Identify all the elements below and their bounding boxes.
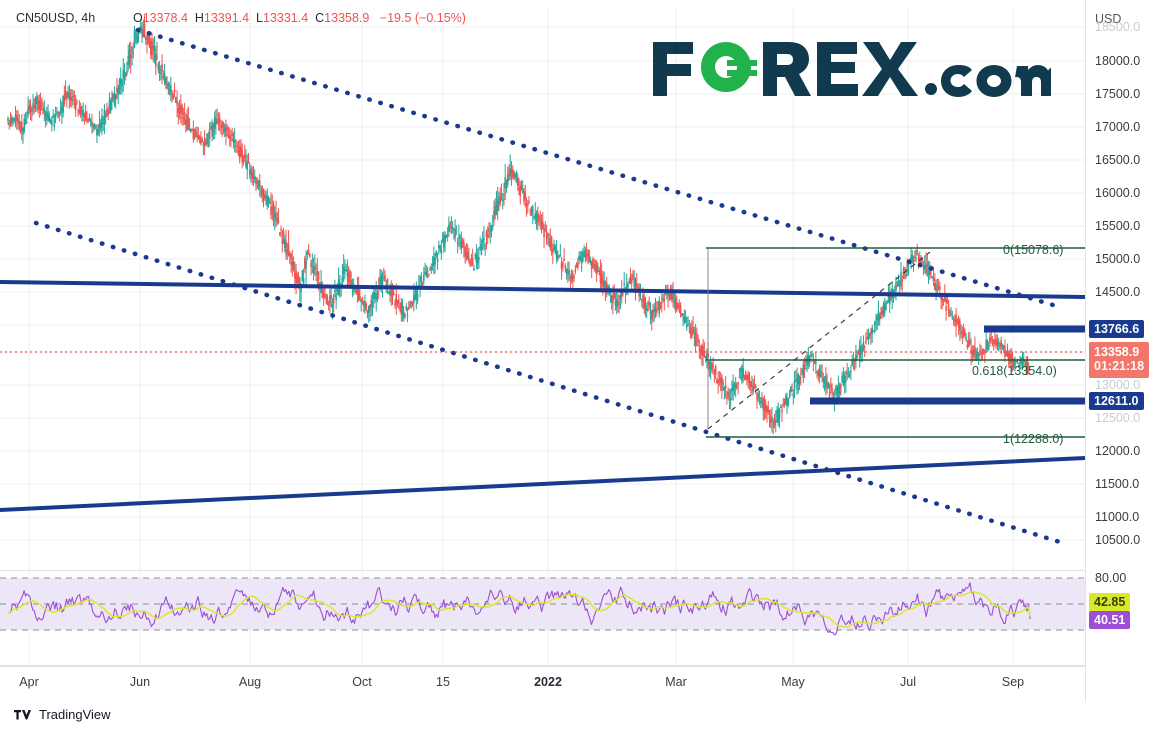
price-tick-label: 16500.0 xyxy=(1095,153,1141,167)
high-label: H xyxy=(194,11,204,25)
price-tick-label: 17000.0 xyxy=(1095,120,1141,134)
price-tick-label: 18500.0 xyxy=(1095,20,1141,34)
rsi-indicator-pane[interactable] xyxy=(0,572,1085,664)
price-axis[interactable]: USD 18500.0 18000.0 17500.0 17000.0 16500.0 1… xyxy=(1085,0,1172,702)
time-tick-label: Jun xyxy=(129,675,151,689)
rsi-ma-value-badge[interactable]: 42.85 xyxy=(1089,593,1131,612)
change-value: −19.5 (−0.15%) xyxy=(379,11,466,25)
price-tick-label: 11500.0 xyxy=(1095,477,1140,491)
forex-dot-com-logo xyxy=(653,42,1051,97)
time-tick-label: May xyxy=(781,675,805,689)
fib-level-1-label: 1(12288.0) xyxy=(1003,432,1064,446)
rsi-overbought-label: 80.00 xyxy=(1095,571,1127,585)
tradingview-brand-label: TradingView xyxy=(39,707,111,722)
time-tick-label: Aug xyxy=(238,675,262,689)
price-tick-label: 17500.0 xyxy=(1095,87,1141,101)
time-tick-label: Oct xyxy=(352,675,372,689)
price-tick-label: 18000.0 xyxy=(1095,54,1141,68)
time-axis-top-border xyxy=(0,666,1085,667)
resistance-level-badge[interactable]: 13766.6 xyxy=(1089,320,1145,339)
time-axis[interactable]: Apr Jun Aug Oct 15 2022 Mar May Jul Sep xyxy=(0,666,1085,702)
open-value: 13378.4 xyxy=(142,11,188,25)
price-tick-label: 14500.0 xyxy=(1095,285,1141,299)
chart-symbol-title[interactable]: CN50USD, 4h xyxy=(16,11,95,25)
high-value: 13391.4 xyxy=(203,11,250,25)
fib-level-0-label: 0(15078.6) xyxy=(1003,243,1064,257)
pane-divider-rsi-time xyxy=(0,665,1085,666)
time-tick-label: Jul xyxy=(900,675,916,689)
ohlc-readout: O13378.4 H13391.4 L13331.4 C13358.9 −19.… xyxy=(133,11,466,25)
logo-wordmark xyxy=(653,42,1051,97)
low-label: L xyxy=(256,11,263,25)
currency-label: USD xyxy=(1095,12,1122,26)
price-tick-label: 15500.0 xyxy=(1095,219,1141,233)
price-tick-label: 12000.0 xyxy=(1095,444,1141,458)
close-value: 13358.9 xyxy=(324,11,370,25)
price-tick-label: 15000.0 xyxy=(1095,252,1141,266)
rsi-value-badge[interactable]: 40.51 xyxy=(1089,611,1131,630)
tradingview-logo-icon xyxy=(14,709,31,719)
price-tick-label: 12500.0 xyxy=(1095,411,1141,425)
time-tick-label: Sep xyxy=(1001,675,1025,689)
low-value: 13331.4 xyxy=(263,11,309,25)
symbol-label: CN50USD, 4h xyxy=(16,11,96,25)
time-tick-label: 15 xyxy=(436,675,450,689)
current-price-value: 13358.9 xyxy=(1094,345,1140,359)
price-chart-canvas xyxy=(0,8,1085,570)
fib-level-0618-label: 0.618(13354.0) xyxy=(972,364,1057,378)
price-tick-label: 10500.0 xyxy=(1095,533,1141,547)
current-price-badge[interactable]: 13358.9 01:21:18 xyxy=(1089,342,1150,378)
price-tick-label: 13000.0 xyxy=(1095,378,1141,392)
bar-countdown-timer: 01:21:18 xyxy=(1094,359,1145,374)
rsi-chart-canvas xyxy=(0,572,1085,664)
close-label: C xyxy=(315,11,325,25)
support-level-badge[interactable]: 12611.0 xyxy=(1089,392,1144,411)
time-tick-label: Apr xyxy=(19,675,39,689)
time-tick-label: 2022 xyxy=(534,675,562,689)
price-chart-pane[interactable] xyxy=(0,8,1085,570)
price-tick-label: 16000.0 xyxy=(1095,186,1141,200)
price-tick-label: 11000.0 xyxy=(1095,510,1140,524)
pane-divider-price-rsi xyxy=(0,570,1085,571)
open-label: O xyxy=(133,11,143,25)
time-tick-label: Mar xyxy=(665,675,687,689)
tradingview-attribution: TradingView xyxy=(14,707,111,722)
